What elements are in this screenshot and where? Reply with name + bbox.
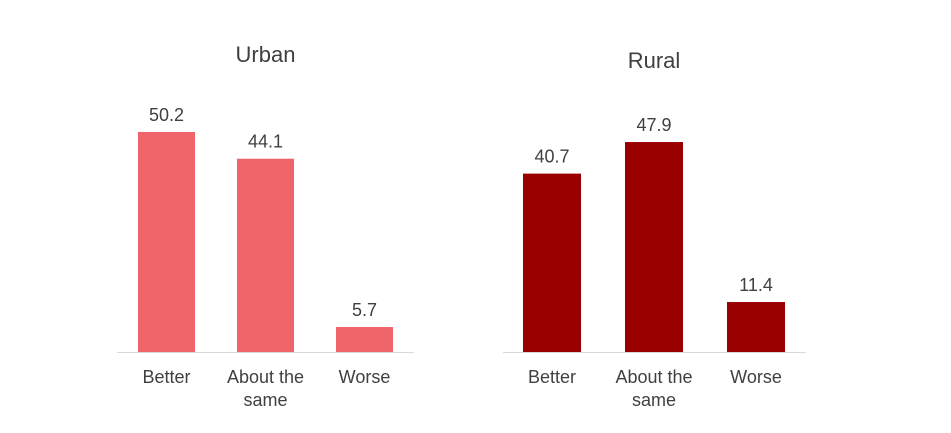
chart-panel-urban: Urban 50.2 Better 44.1 About the same 5.7 Worse [117,42,414,410]
chart-panel-rural: Rural 40.7 Better 47.9 About the same 11.4 Wors… [503,48,806,410]
data-label: 5.7 [352,300,377,320]
x-tick-label: Better [528,367,576,387]
bar-urban-1 [237,158,294,352]
bar-urban-0 [138,131,195,352]
bar-rural-0 [523,173,581,352]
bar-rural-1 [625,142,683,352]
data-label: 40.7 [534,147,569,167]
x-tick-label: Better [142,367,190,387]
x-tick-label: About the same [227,367,304,410]
data-label: 11.4 [739,275,773,295]
data-label: 47.9 [636,115,671,135]
bar-rural-2 [727,302,785,352]
data-label: 50.2 [149,105,184,125]
x-tick-label: Worse [730,367,782,387]
bar-urban-2 [336,327,393,352]
x-tick-label: Worse [339,367,391,387]
chart-title: Urban [236,42,296,67]
chart-title: Rural [628,48,681,73]
x-tick-label: About the same [615,367,692,410]
data-label: 44.1 [248,132,283,152]
